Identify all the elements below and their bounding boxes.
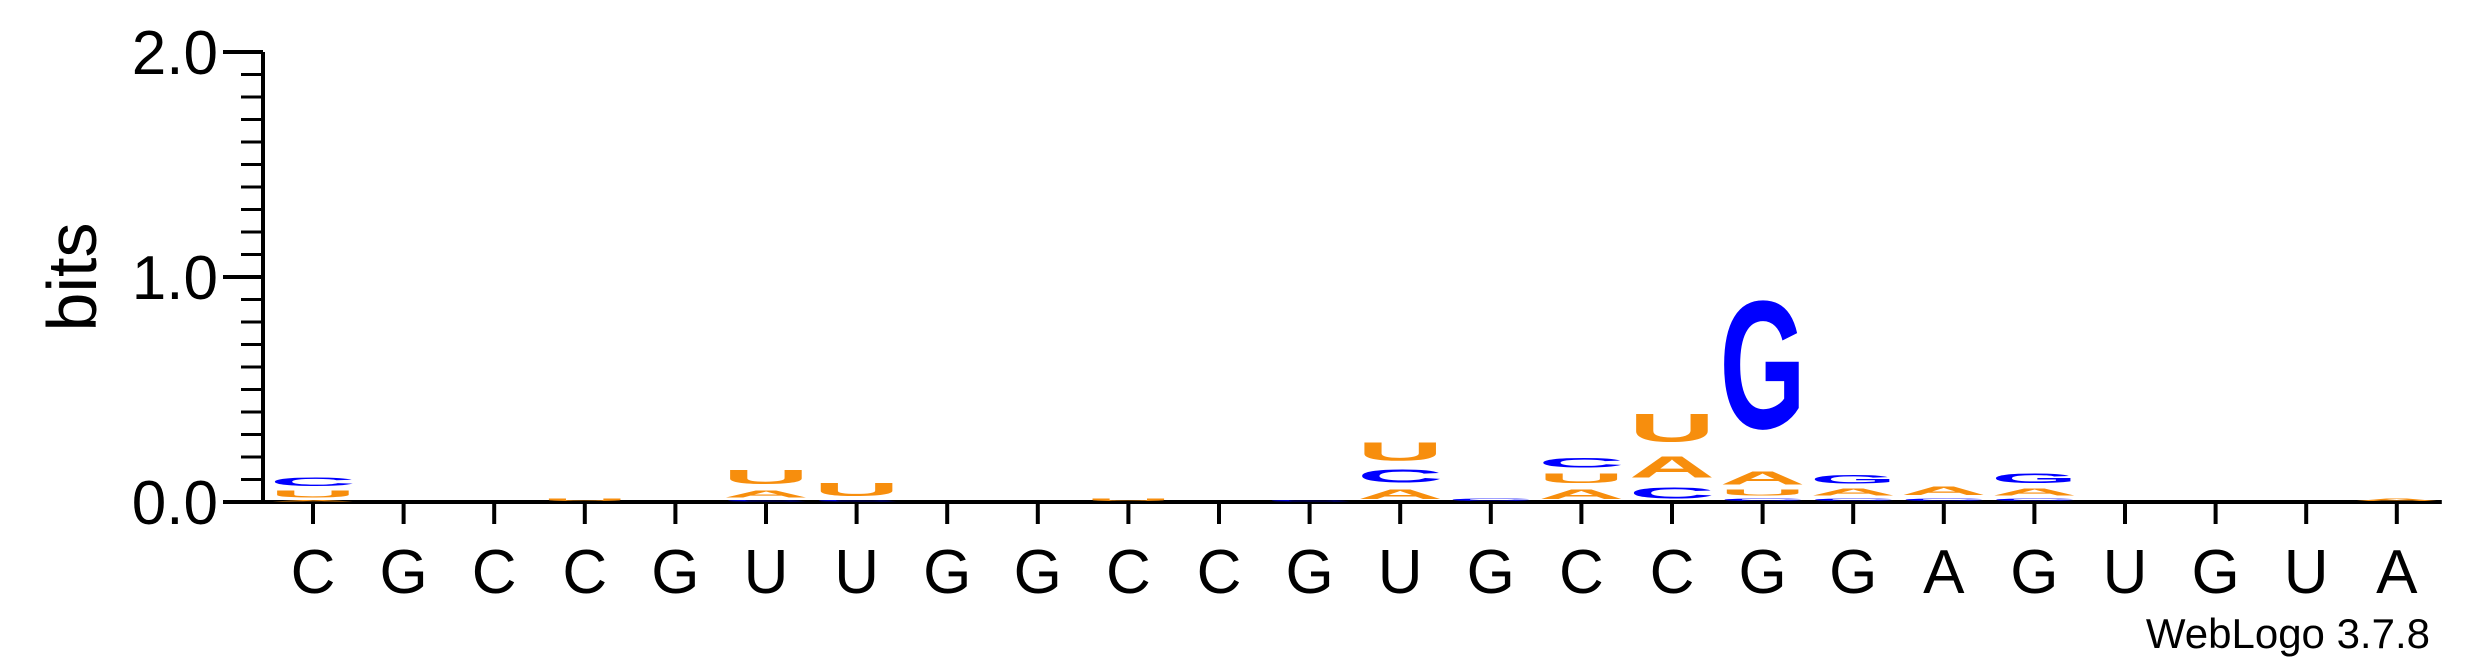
- logo-letter-A: A: [1357, 486, 1443, 502]
- logo-letter-G: G: [1991, 470, 2077, 486]
- logo-letter-G: G: [1810, 473, 1896, 486]
- y-tick-label: 0.0: [132, 469, 218, 538]
- logo-letter-C: C: [1357, 466, 1443, 486]
- x-tick-label: G: [1738, 538, 1786, 607]
- x-tick-label: U: [2284, 538, 2329, 607]
- logo-letter-A: A: [1810, 486, 1896, 497]
- logo-letter-U: U: [1538, 470, 1624, 486]
- y-tick-label: 2.0: [132, 19, 218, 88]
- logo-letter-G: G: [1720, 263, 1806, 468]
- logo-letter-U: U: [1357, 437, 1443, 466]
- logo-letter-C: C: [723, 500, 809, 502]
- x-tick-label: G: [1285, 538, 1333, 607]
- logo-letter-C: C: [1267, 500, 1353, 502]
- logo-letter-C: C: [1448, 497, 1534, 501]
- logo-letter-C: C: [270, 475, 356, 489]
- logo-letter-C: C: [814, 500, 900, 502]
- logo-letter-U: U: [542, 497, 628, 501]
- logo-letter-C: C: [1629, 484, 1715, 502]
- logo-letter-A: A: [723, 489, 809, 500]
- x-tick-label: C: [1197, 538, 1242, 607]
- x-tick-label: C: [1559, 538, 1604, 607]
- logo-letter-A: A: [1720, 468, 1806, 488]
- x-tick-label: G: [1467, 538, 1515, 607]
- y-axis: 0.0 1.0 2.0: [132, 19, 265, 538]
- logo-letter-C: C: [1810, 497, 1896, 501]
- x-tick-label: C: [291, 538, 336, 607]
- logo-letter-U: U: [1085, 497, 1171, 501]
- x-tick-label: G: [2191, 538, 2239, 607]
- x-tick-label: A: [1923, 538, 1965, 607]
- logo-letter-A: A: [1629, 450, 1715, 484]
- x-tick-label: G: [2010, 538, 2058, 607]
- logo-letter-A: A: [270, 500, 356, 502]
- logo-letter-A: A: [1901, 484, 1987, 498]
- logo-letter-A: A: [2354, 497, 2440, 501]
- y-tick-label: 1.0: [132, 244, 218, 313]
- logo-letter-C: C: [1991, 497, 2077, 501]
- x-tick-label: U: [834, 538, 879, 607]
- logo-letter-U: U: [1720, 488, 1806, 497]
- y-axis-label: bits: [33, 223, 111, 332]
- x-tick-label: U: [2103, 538, 2148, 607]
- logo-letter-U: U: [814, 480, 900, 500]
- x-tick-label: U: [744, 538, 789, 607]
- x-tick-label: C: [562, 538, 607, 607]
- x-tick-label: U: [1378, 538, 1423, 607]
- x-tick-label: G: [1014, 538, 1062, 607]
- x-tick-label: C: [1650, 538, 1695, 607]
- logo-letter-A: A: [1991, 486, 2077, 497]
- logo-letter-C: C: [1538, 455, 1624, 471]
- logo-letter-U: U: [1629, 405, 1715, 450]
- x-tick-label: C: [1106, 538, 1151, 607]
- weblogo-credit: WebLogo 3.7.8: [2146, 610, 2430, 657]
- logo-letter-A: A: [1538, 486, 1624, 502]
- logo-letter-C: C: [1720, 497, 1806, 501]
- logo-letter-U: U: [270, 489, 356, 500]
- x-tick-label: G: [1829, 538, 1877, 607]
- x-tick-label: G: [379, 538, 427, 607]
- x-tick-label: G: [651, 538, 699, 607]
- x-tick-label: A: [2376, 538, 2418, 607]
- x-tick-label: C: [472, 538, 517, 607]
- x-tick-label: G: [923, 538, 971, 607]
- logo-letter-C: C: [1901, 497, 1987, 501]
- logo-letter-U: U: [723, 466, 809, 488]
